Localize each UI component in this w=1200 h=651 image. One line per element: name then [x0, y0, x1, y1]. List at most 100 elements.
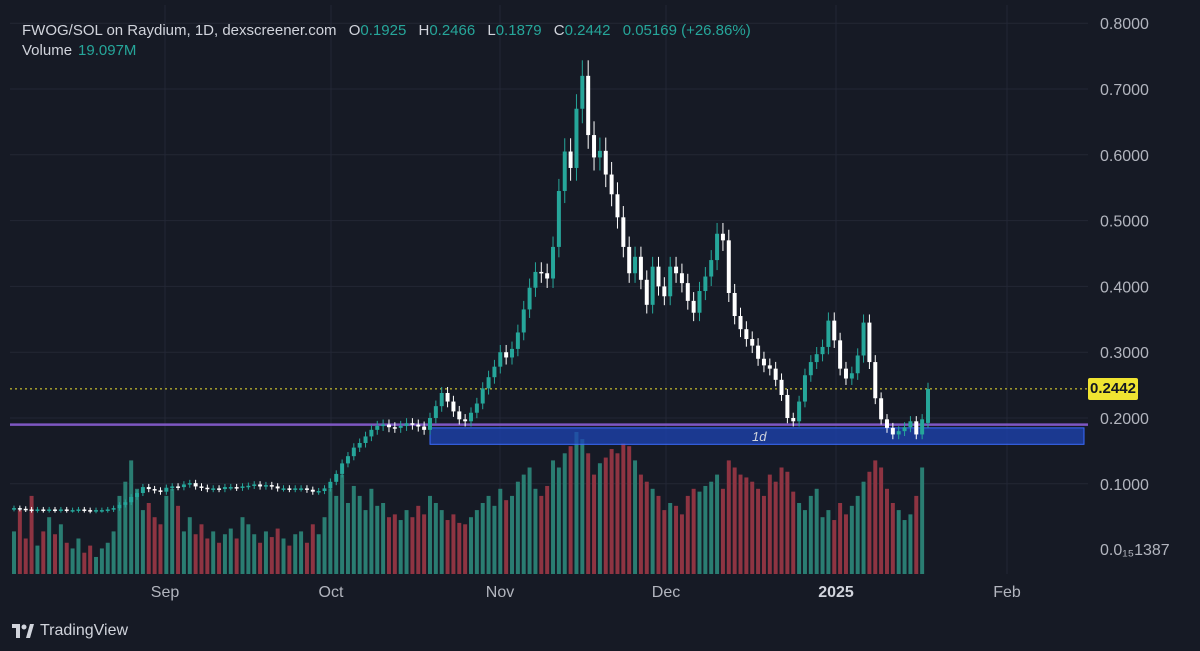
- low-label: L: [487, 22, 496, 39]
- demand-zone-label: 1d: [752, 429, 767, 444]
- candle-body: [369, 429, 374, 437]
- volume-bar: [310, 524, 315, 574]
- volume-bar: [457, 522, 462, 574]
- volume-bar: [392, 514, 397, 574]
- candle-body: [744, 329, 749, 340]
- volume-bar: [533, 488, 538, 574]
- volume-bar: [738, 474, 743, 574]
- time-axis[interactable]: Sep Oct Nov Dec 2025 Feb: [151, 584, 1021, 601]
- volume-bar: [58, 524, 63, 574]
- volume-bar: [70, 548, 75, 574]
- volume-bar: [843, 514, 848, 574]
- volume-bar: [832, 520, 837, 574]
- candle-body: [64, 509, 69, 511]
- volume-bar: [551, 460, 556, 574]
- candle-body: [902, 427, 907, 432]
- candle-body: [926, 388, 930, 423]
- volume-bar: [732, 467, 737, 574]
- candle-body: [17, 508, 22, 510]
- candle-body: [258, 484, 263, 487]
- candle-body: [832, 320, 837, 341]
- volume-bar: [515, 481, 520, 574]
- x-tick-label: Nov: [486, 584, 514, 601]
- price-chart[interactable]: 1d 0.80000.70000.60000.50000.40000.30000…: [0, 0, 1200, 609]
- volume-bar: [609, 449, 614, 574]
- candle-body: [316, 491, 321, 493]
- candle-body: [533, 271, 538, 288]
- candle-body: [920, 419, 925, 435]
- volume-bar: [644, 481, 649, 574]
- volume-bar: [258, 542, 263, 574]
- candle-body: [345, 456, 350, 464]
- candle-body: [884, 419, 889, 428]
- tradingview-brand[interactable]: TradingView: [12, 622, 128, 640]
- volume-bar: [176, 505, 181, 574]
- volume-bar: [369, 488, 374, 574]
- candlesticks: [12, 60, 930, 514]
- volume-bar: [410, 517, 415, 574]
- candle-body: [756, 345, 761, 359]
- volume-bar: [281, 538, 286, 574]
- volume-bar: [656, 495, 661, 574]
- candle-body: [381, 424, 386, 427]
- grid-lines: [10, 5, 1088, 574]
- volume-bar: [12, 531, 16, 574]
- candle-body: [867, 322, 872, 363]
- candle-body: [445, 392, 450, 402]
- volume-bar: [662, 510, 667, 574]
- change-value: 0.05169 (+26.86%): [622, 22, 751, 39]
- volume-bar: [445, 520, 450, 574]
- volume-bar: [328, 488, 333, 574]
- volume-bar: [920, 467, 925, 574]
- volume-bar: [17, 510, 22, 574]
- candle-body: [12, 508, 16, 510]
- volume-bar: [322, 517, 327, 574]
- candle-body: [767, 365, 772, 369]
- candle-body: [427, 418, 432, 430]
- candle-body: [386, 424, 391, 428]
- volume-bar: [890, 503, 895, 574]
- candle-body: [140, 487, 145, 494]
- volume-bar: [750, 481, 755, 574]
- volume-bar: [621, 443, 626, 574]
- volume-bar: [668, 503, 673, 574]
- volume-bar: [117, 495, 122, 574]
- volume-bar: [744, 477, 749, 574]
- volume-bar: [873, 460, 878, 574]
- candle-body: [603, 150, 608, 175]
- volume-bar: [193, 534, 198, 574]
- candle-body: [457, 411, 462, 420]
- volume-bar: [709, 481, 714, 574]
- candle-body: [504, 352, 509, 358]
- volume-bar: [363, 510, 368, 574]
- x-tick-label: Oct: [319, 584, 344, 601]
- open-value: 0.1925: [360, 22, 407, 39]
- volume-bar: [240, 517, 245, 574]
- candle-body: [269, 485, 274, 487]
- volume-bar: [486, 495, 491, 574]
- candle-body: [23, 508, 28, 511]
- volume-bar: [521, 474, 526, 574]
- candle-body: [158, 490, 163, 492]
- volume-bar: [756, 488, 761, 574]
- volume-bar: [99, 548, 104, 574]
- candle-body: [562, 151, 567, 191]
- close-label: C: [553, 22, 565, 39]
- volume-bar: [211, 531, 216, 574]
- candle-body: [228, 487, 233, 489]
- volume-bar: [474, 510, 479, 574]
- volume-bar: [111, 531, 116, 574]
- candle-body: [890, 427, 895, 435]
- volume-bar: [679, 514, 684, 574]
- candle-body: [135, 493, 140, 497]
- candle-body: [451, 401, 456, 412]
- candle-body: [181, 484, 186, 488]
- candle-body: [47, 509, 52, 511]
- candle-body: [123, 502, 128, 505]
- price-axis[interactable]: 0.8000 0.7000 0.6000 0.5000 0.4000 0.3000 0.20…: [1100, 16, 1170, 559]
- candle-body: [498, 352, 503, 367]
- candle-body: [761, 358, 766, 366]
- close-value: 0.2442: [564, 22, 611, 39]
- candle-body: [99, 510, 104, 512]
- candle-body: [908, 421, 913, 428]
